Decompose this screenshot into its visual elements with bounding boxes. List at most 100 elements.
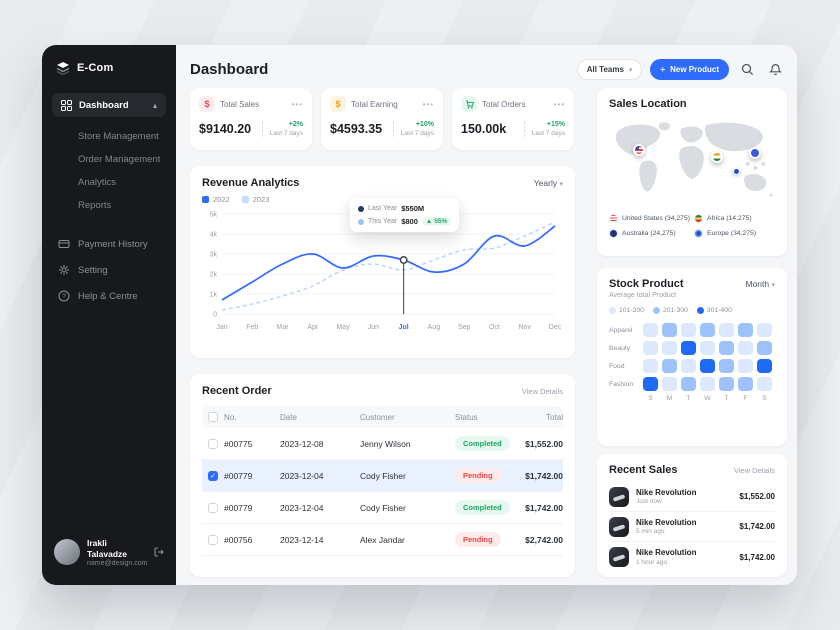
more-options-icon[interactable]: •••	[291, 99, 303, 109]
bell-icon[interactable]	[765, 60, 785, 80]
list-item[interactable]: Nike Revolution 1 hour ago $1,742.00	[609, 542, 775, 572]
heatmap-cell[interactable]	[757, 377, 772, 391]
table-row[interactable]: #00756 2023-12-14 Alex Jandar Pending $2…	[202, 524, 563, 556]
heatmap-cell[interactable]	[757, 341, 772, 355]
heatmap-cell[interactable]	[700, 323, 715, 337]
location-label: United States (34,275)	[622, 215, 691, 222]
nav-item-label: Payment History	[78, 238, 148, 250]
credit-card-icon	[58, 238, 70, 250]
sidebar-item-payment-history[interactable]: Payment History	[42, 231, 176, 257]
order-total: $2,742.00	[525, 534, 563, 545]
table-row[interactable]: #00779 2023-12-04 Cody Fisher Completed …	[202, 492, 563, 524]
heatmap-day-label: S	[762, 395, 767, 402]
heatmap-cell[interactable]	[662, 323, 677, 337]
stock-legend: 101-200 201-300 301-400	[609, 307, 775, 314]
heatmap-cell[interactable]	[700, 377, 715, 391]
heatmap-cell[interactable]	[738, 359, 753, 373]
list-item[interactable]: Nike Revolution Just now $1,552.00	[609, 482, 775, 512]
sale-time: Just now	[636, 498, 662, 506]
logout-icon[interactable]	[154, 547, 165, 558]
recent-sales-card: Recent Sales View Details Nike Revolutio…	[597, 454, 787, 577]
new-product-button[interactable]: + New Product	[650, 59, 729, 80]
more-options-icon[interactable]: •••	[553, 99, 565, 109]
stat-change: +15%	[546, 121, 565, 128]
heatmap-cell[interactable]	[681, 323, 696, 337]
sidebar-item-help-centre[interactable]: ? Help & Centre	[42, 283, 176, 309]
map-marker-east-asia[interactable]	[749, 147, 761, 159]
sidebar-item-setting[interactable]: Setting	[42, 257, 176, 283]
heatmap-cell[interactable]	[643, 341, 658, 355]
row-checkbox[interactable]	[208, 470, 218, 481]
sidebar-item-store-management[interactable]: Store Management	[78, 131, 159, 142]
col-header-customer: Customer	[360, 412, 395, 422]
sales-location-title: Sales Location	[609, 98, 687, 110]
heatmap-cell[interactable]	[757, 359, 772, 373]
search-icon[interactable]	[737, 60, 757, 80]
sidebar-user[interactable]: Irakli Talavadze name@design.com	[42, 526, 176, 585]
heatmap-cell[interactable]	[681, 377, 696, 391]
sidebar-item-reports[interactable]: Reports	[78, 200, 112, 211]
table-row[interactable]: #00779 2023-12-04 Cody Fisher Pending $1…	[202, 460, 563, 492]
heatmap-cell[interactable]	[681, 359, 696, 373]
heatmap-day-label: F	[743, 395, 748, 402]
heatmap-cell[interactable]	[643, 323, 658, 337]
stat-period: Last 7 days	[400, 130, 434, 137]
series-2023	[221, 221, 556, 311]
location-label: Australia (24,275)	[622, 230, 676, 237]
table-row[interactable]: #00775 2023-12-08 Jenny Wilson Completed…	[202, 428, 563, 460]
stat-value: 150.00k	[461, 122, 507, 136]
heatmap-cell[interactable]	[738, 377, 753, 391]
heatmap-cell[interactable]	[719, 377, 734, 391]
heatmap-cell[interactable]	[738, 323, 753, 337]
sale-price: $1,742.00	[739, 552, 775, 562]
heatmap-cell[interactable]	[719, 323, 734, 337]
heatmap-cell[interactable]	[719, 341, 734, 355]
more-options-icon[interactable]: •••	[422, 99, 434, 109]
sales-view-details-link[interactable]: View Details	[733, 465, 775, 475]
x-tick-label: Apr	[307, 324, 319, 331]
heatmap-cell[interactable]	[738, 341, 753, 355]
row-checkbox[interactable]	[208, 438, 218, 449]
product-name: Nike Revolution	[636, 487, 697, 497]
order-date: 2023-12-04	[280, 502, 324, 513]
chevron-up-icon: ▴	[152, 100, 157, 110]
heatmap-cell[interactable]	[700, 341, 715, 355]
sale-time: 5 min ago	[636, 528, 665, 536]
row-checkbox[interactable]	[208, 534, 218, 545]
heatmap-cell[interactable]	[662, 377, 677, 391]
list-item[interactable]: Nike Revolution 5 min ago $1,742.00	[609, 512, 775, 542]
y-tick-label: 0	[213, 312, 217, 319]
heatmap-cell[interactable]	[681, 341, 696, 355]
stat-value: $4593.35	[330, 122, 383, 136]
tooltip-label: Last Year	[368, 205, 398, 212]
map-marker-southeast-asia[interactable]	[733, 168, 740, 175]
sidebar-item-analytics[interactable]: Analytics	[78, 177, 117, 188]
orders-view-details-link[interactable]: View Details	[521, 386, 563, 396]
stock-range-dropdown[interactable]: Month ▾	[745, 279, 775, 289]
map-marker-asia[interactable]	[711, 151, 723, 163]
x-tick-label: Jan	[216, 324, 227, 331]
legend-dot	[652, 307, 660, 314]
select-all-checkbox[interactable]	[208, 412, 218, 422]
team-selector[interactable]: All Teams ▾	[576, 59, 643, 80]
range-dropdown[interactable]: Yearly ▾	[533, 178, 563, 188]
row-checkbox[interactable]	[208, 502, 218, 513]
heatmap-cell[interactable]	[719, 359, 734, 373]
heatmap-cell[interactable]	[643, 377, 658, 391]
x-tick-label: Jun	[368, 324, 379, 331]
revenue-chart[interactable]: 0 1k 2k 3k 4k 5k Jan Feb Mar Apr May Jun Jul Aug Sep Oc…	[202, 198, 563, 339]
heatmap-cell[interactable]	[757, 323, 772, 337]
new-product-label: New Product	[670, 65, 719, 74]
dollar-icon: $	[330, 96, 346, 112]
heatmap-cell[interactable]	[662, 341, 677, 355]
svg-text:?: ?	[62, 293, 66, 300]
order-customer: Cody Fisher	[360, 470, 406, 481]
map-marker-united-states[interactable]	[633, 144, 645, 156]
heatmap-cell[interactable]	[662, 359, 677, 373]
heatmap-day-label: T	[686, 395, 691, 402]
sale-price: $1,552.00	[739, 492, 775, 501]
heatmap-cell[interactable]	[700, 359, 715, 373]
heatmap-cell[interactable]	[643, 359, 658, 373]
sidebar-item-dashboard[interactable]: Dashboard ▴	[52, 93, 166, 117]
sidebar-item-order-management[interactable]: Order Management	[78, 154, 161, 165]
